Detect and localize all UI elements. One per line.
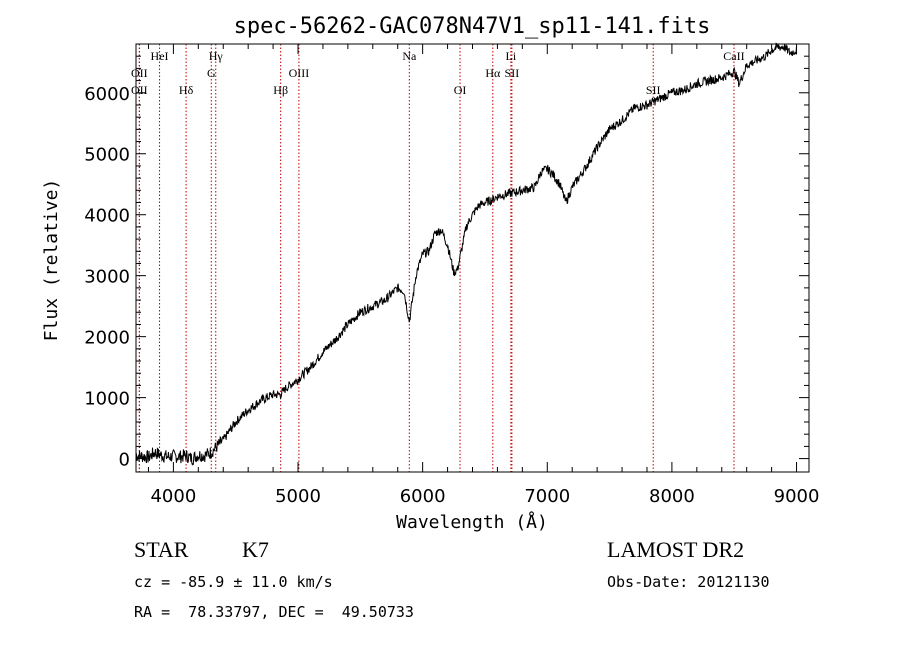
y-tick-label: 5000 [84, 145, 130, 166]
plot-frame [135, 43, 810, 473]
chart-title: spec-56262-GAC078N47V1_sp11-141.fits [234, 14, 711, 39]
y-tick-label: 6000 [84, 84, 130, 105]
line-label: HeI [151, 49, 169, 63]
x-tick-label: 8000 [649, 486, 695, 507]
line-label: OI [454, 83, 467, 97]
survey-name: LAMOST DR2 [607, 537, 745, 562]
line-label: CaII [723, 49, 744, 63]
x-tick-label: 4000 [150, 486, 196, 507]
line-label: Hα [485, 66, 501, 80]
line-label: Na [402, 49, 417, 63]
x-tick-label: 6000 [400, 486, 446, 507]
line-label: Li [506, 49, 517, 63]
line-label: OIII [289, 66, 310, 80]
x-tick-label: 9000 [774, 486, 820, 507]
object-subclass: K7 [242, 537, 269, 562]
y-tick-label: 1000 [84, 389, 130, 410]
spectrum-line [135, 42, 797, 466]
y-axis-label: Flux (relative) [41, 179, 62, 342]
observation-date: Obs-Date: 20121130 [607, 573, 770, 591]
line-label: Hβ [273, 83, 288, 97]
y-tick-label: 4000 [84, 206, 130, 227]
sky-coordinates: RA = 78.33797, DEC = 49.50733 [134, 603, 414, 621]
line-label: OII [131, 83, 148, 97]
x-axis-label: Wavelength (Å) [396, 511, 548, 533]
x-tick-label: 7000 [524, 486, 570, 507]
line-label: G [207, 66, 216, 80]
line-label: SII [505, 66, 520, 80]
line-label: Hγ [209, 49, 224, 63]
redshift-velocity: cz = -85.9 ± 11.0 km/s [134, 573, 333, 591]
object-class: STAR [134, 537, 189, 562]
line-label: SII [646, 83, 661, 97]
y-tick-label: 0 [119, 450, 130, 471]
x-tick-label: 5000 [275, 486, 321, 507]
y-tick-label: 2000 [84, 328, 130, 349]
y-tick-label: 3000 [84, 267, 130, 288]
line-label: Hδ [179, 83, 194, 97]
